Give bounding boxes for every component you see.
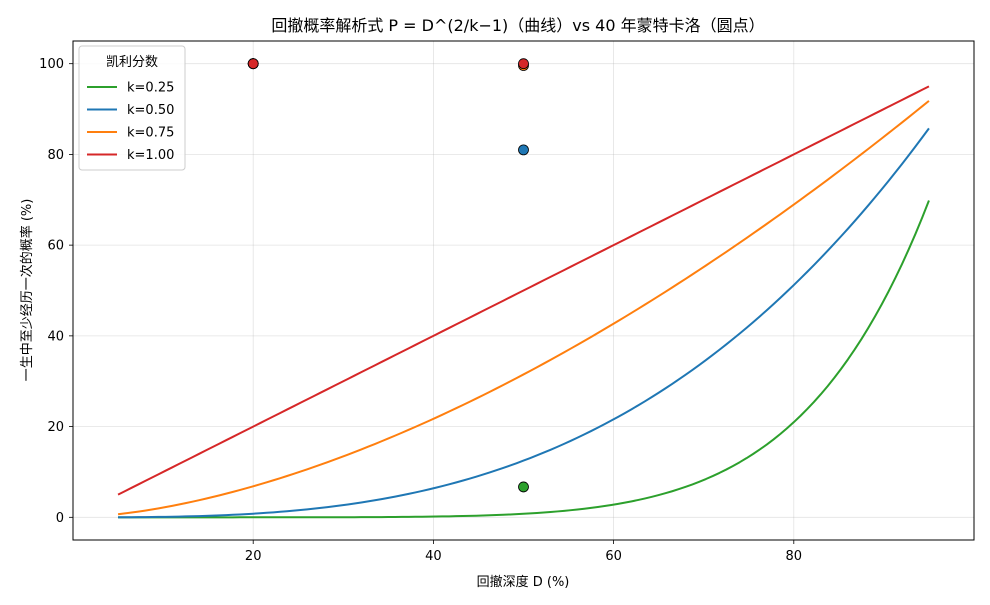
x-tick-label: 80 bbox=[786, 549, 803, 564]
legend-box bbox=[78, 45, 186, 171]
series-line-k=0.50 bbox=[118, 127, 930, 519]
legend-label-k=0.50: k=0.50 bbox=[127, 103, 174, 118]
legend-label-k=0.25: k=0.25 bbox=[127, 81, 174, 96]
ticks-layer: 20 40 60 80 0 20 40 60 80 100 bbox=[39, 57, 802, 564]
mc-point-k=1.00 bbox=[247, 58, 259, 70]
y-tick-label: 100 bbox=[39, 57, 64, 72]
legend: 凯利分数 k=0.25 k=0.50 k=0.75 k=1.00 bbox=[78, 45, 186, 171]
legend-label-k=0.75: k=0.75 bbox=[127, 126, 174, 141]
series-line-k=0.75 bbox=[117, 100, 930, 516]
y-tick-label: 0 bbox=[56, 511, 64, 526]
legend-title: 凯利分数 bbox=[106, 55, 158, 70]
chart-title: 回撤概率解析式 P = D^(2/k−1)（曲线）vs 40 年蒙特卡洛（圆点） bbox=[271, 16, 764, 35]
mc-point-k=0.50 bbox=[518, 144, 529, 156]
x-tick-label: 40 bbox=[425, 549, 442, 564]
y-axis-label: 一生中至少经历一次的概率 (%) bbox=[19, 199, 35, 382]
series-layer bbox=[117, 85, 930, 519]
legend-label-k=1.00: k=1.00 bbox=[127, 148, 174, 163]
x-tick-label: 60 bbox=[605, 549, 622, 564]
y-tick-label: 60 bbox=[47, 239, 64, 254]
x-axis-label: 回撤深度 D (%) bbox=[477, 574, 570, 590]
y-tick-label: 80 bbox=[47, 148, 64, 163]
points-layer bbox=[247, 58, 529, 493]
y-tick-label: 20 bbox=[47, 420, 64, 435]
x-tick-label: 20 bbox=[245, 549, 262, 564]
legend-entries: k=0.25 k=0.50 k=0.75 k=1.00 bbox=[87, 81, 174, 163]
mc-point-k=1.00 bbox=[518, 58, 529, 70]
y-tick-label: 40 bbox=[47, 329, 64, 344]
series-line-k=1.00 bbox=[117, 85, 930, 496]
plot-frame bbox=[72, 40, 975, 541]
mc-point-k=0.25 bbox=[518, 481, 529, 493]
series-line-k=0.25 bbox=[118, 200, 930, 519]
